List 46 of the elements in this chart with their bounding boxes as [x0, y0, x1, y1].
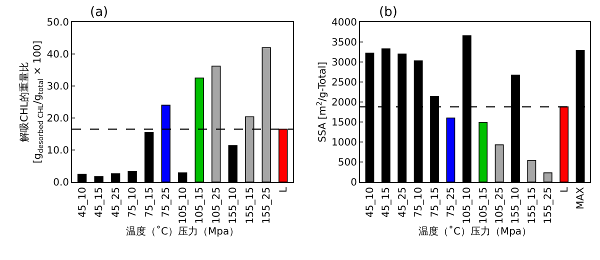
y-tick-label: 30.0 [46, 82, 69, 92]
x-tick-label: 155_10 [510, 187, 522, 224]
chart-title: (a) [90, 5, 108, 20]
x-tick-label: 105_15 [478, 187, 490, 224]
y-tick-label: 50.0 [46, 18, 69, 28]
y-tick-label: 4000 [332, 18, 358, 28]
y-tick-label: 3500 [332, 38, 358, 48]
x-tick-label: 45_10 [77, 187, 88, 218]
y-tick-label: 500 [338, 158, 358, 168]
x-tick-label: 45_10 [364, 187, 376, 218]
x-tick-label: L [278, 186, 290, 193]
x-tick-label: 155_25 [543, 187, 554, 224]
y-tick-label: 0.0 [53, 178, 69, 188]
y-tick-label: 40.0 [46, 50, 69, 60]
x-tick-label: 155_15 [526, 187, 538, 224]
x-tick-label: 75_25 [446, 187, 457, 218]
y-tick-label: 2500 [332, 78, 358, 88]
x-tick-label: 45_25 [397, 187, 408, 218]
x-tick-label: 75_15 [144, 187, 156, 218]
y-tick-label: 20.0 [46, 114, 69, 124]
y-tick-label: 2000 [332, 98, 358, 108]
x-axis-title: 温度（˚C）压力（Mpa） [126, 225, 240, 238]
y-tick-label: 3000 [332, 58, 358, 68]
x-tick-label: 105_10 [462, 187, 474, 224]
y-tick-label: 1500 [332, 118, 358, 128]
x-tick-label: MAX [576, 186, 587, 210]
x-tick-label: L [559, 186, 570, 193]
x-tick-label: 105_25 [494, 187, 506, 224]
x-tick-label: 45_15 [381, 187, 392, 218]
chart-title: (b) [379, 5, 398, 20]
x-axis-title: 温度（˚C）压力（Mpa） [418, 225, 532, 238]
x-tick-label: 105_15 [194, 187, 206, 224]
y-tick-label: 1000 [332, 138, 358, 148]
x-tick-label: 45_15 [94, 187, 106, 218]
x-tick-label: 45_25 [110, 187, 122, 218]
x-tick-label: 105_25 [211, 187, 222, 224]
x-tick-label: 155_10 [228, 187, 240, 224]
x-tick-label: 105_10 [178, 187, 189, 224]
x-tick-label: 155_25 [262, 187, 273, 224]
x-tick-label: 155_15 [244, 187, 256, 224]
x-tick-label: 75_15 [430, 187, 441, 218]
y-tick-label: 0 [350, 178, 358, 188]
x-tick-label: 75_10 [414, 187, 425, 218]
x-tick-label: 75_10 [128, 187, 139, 218]
x-tick-label: 75_25 [161, 187, 172, 218]
y-tick-label: 10.0 [46, 146, 69, 156]
